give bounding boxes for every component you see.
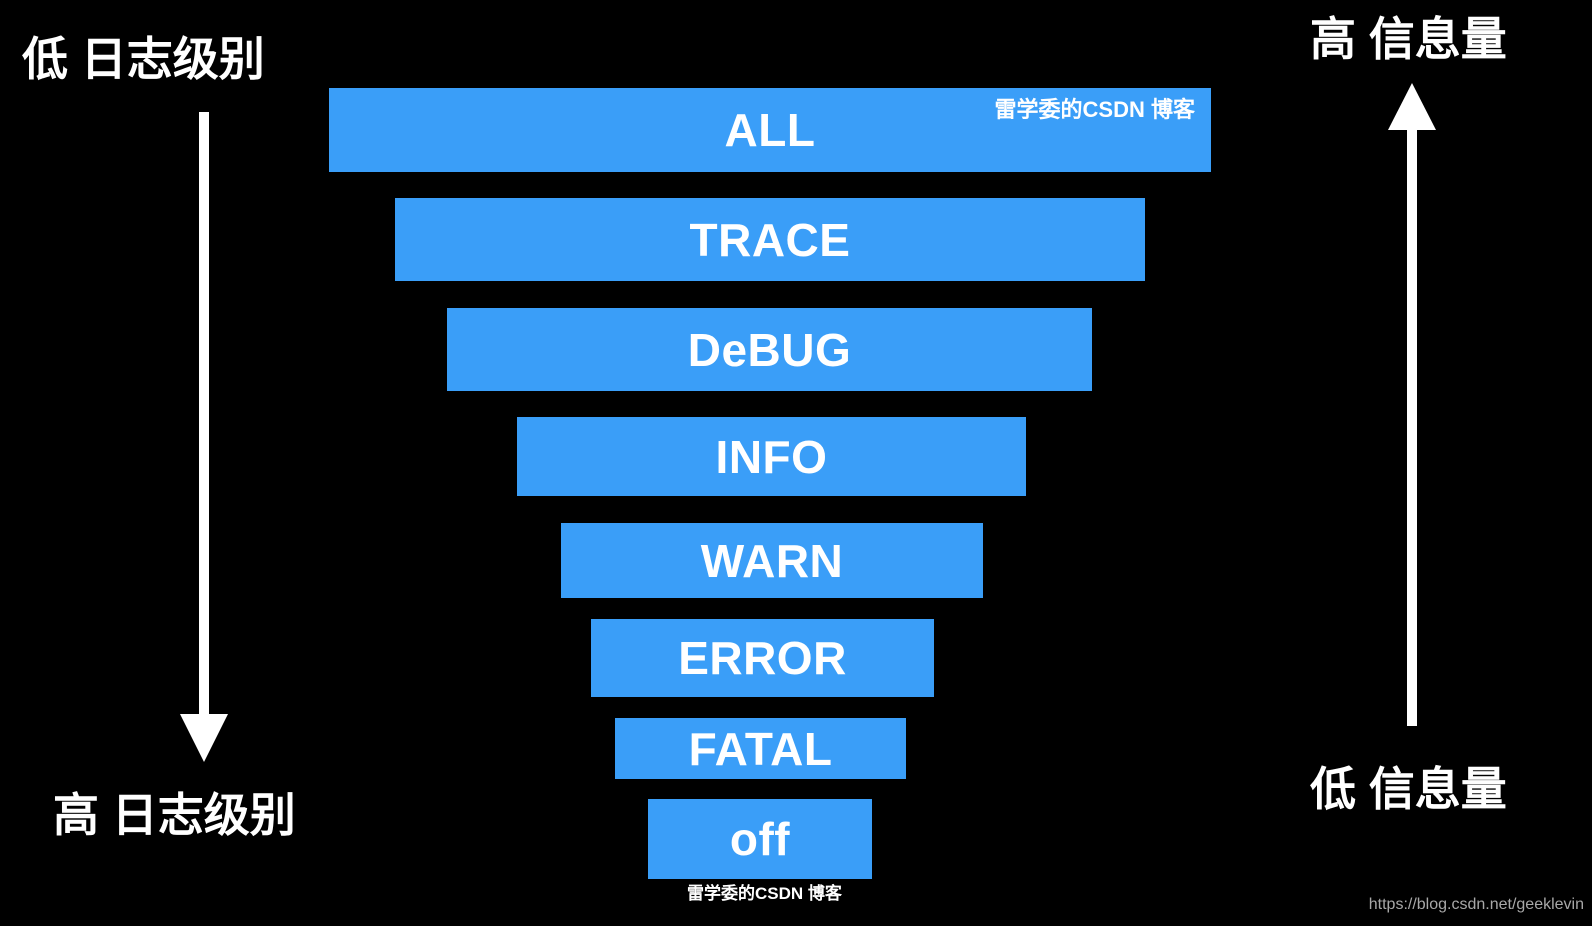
level-label-debug: DeBUG bbox=[687, 323, 852, 376]
arrow-up-icon bbox=[1388, 83, 1436, 726]
level-bar-error: ERROR bbox=[591, 619, 934, 697]
level-label-off: off bbox=[729, 813, 791, 865]
level-bar-fatal: FATAL bbox=[615, 718, 906, 779]
watermark-inner: 雷学委的CSDN 博客 bbox=[994, 97, 1195, 122]
level-label-all: ALL bbox=[724, 104, 816, 156]
level-label-error: ERROR bbox=[678, 632, 847, 684]
level-label-info: INFO bbox=[715, 430, 828, 483]
level-label-warn: WARN bbox=[700, 534, 844, 587]
level-bar-trace: TRACE bbox=[395, 198, 1145, 281]
level-bar-warn: WARN bbox=[561, 523, 983, 598]
level-bar-debug: DeBUG bbox=[447, 308, 1092, 391]
level-label-fatal: FATAL bbox=[688, 722, 833, 775]
watermark-bottom: 雷学委的CSDN 博客 bbox=[687, 884, 842, 903]
level-label-trace: TRACE bbox=[689, 213, 851, 266]
level-bar-off: off bbox=[648, 799, 872, 879]
source-url: https://blog.csdn.net/geeklevin bbox=[1368, 896, 1584, 913]
left-top-label: 低 日志级别 bbox=[22, 33, 265, 85]
arrow-down-icon bbox=[180, 112, 228, 762]
level-bar-all: ALL 雷学委的CSDN 博客 bbox=[329, 88, 1211, 172]
level-bar-info: INFO bbox=[517, 417, 1026, 496]
left-bottom-label: 高 日志级别 bbox=[53, 789, 296, 841]
right-bottom-label: 低 信息量 bbox=[1310, 763, 1507, 815]
right-top-label: 高 信息量 bbox=[1310, 13, 1507, 65]
